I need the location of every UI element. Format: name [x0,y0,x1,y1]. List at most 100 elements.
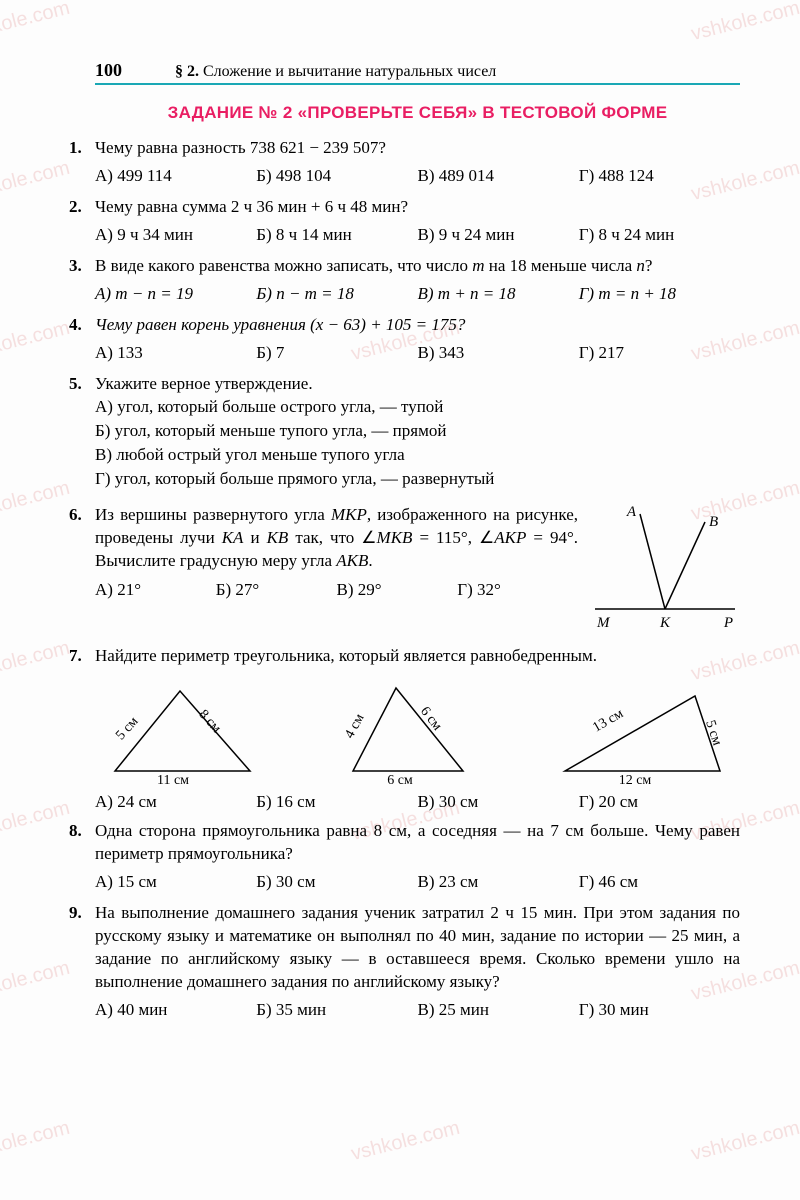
q6-text: Из вершины развернутого угла MKP, изобра… [95,504,578,573]
svg-text:12 см: 12 см [619,773,652,786]
question-8: 8. Одна сторона прямоугольника равна 8 с… [95,820,740,866]
q4-options: А) 133 Б) 7 В) 343 Г) 217 [95,343,740,363]
triangle-1: 5 см 8 см 11 см [95,676,265,786]
q4-opt-b: Б) 7 [256,343,417,363]
triangle-3: 13 см 5 см 12 см [550,676,740,786]
q4-num: 4. [69,314,82,337]
q2-text: Чему равна сумма 2 ч 36 мин + 6 ч 48 мин… [95,196,740,219]
question-7: 7. Найдите периметр треугольника, которы… [95,645,740,668]
q8-options: А) 15 см Б) 30 см В) 23 см Г) 46 см [95,872,740,892]
q3-m: m [472,256,484,275]
svg-text:5 см: 5 см [113,714,141,743]
q7-opt-c: В) 30 см [418,792,579,812]
q3-text: В виде какого равенства можно записать, … [95,255,740,278]
svg-text:5 см: 5 см [702,719,724,748]
question-6: 6. Из вершины развернутого угла MKP, изо… [95,504,740,639]
q1-opt-a: А) 499 114 [95,166,256,186]
q2-num: 2. [69,196,82,219]
q3-part-a: В виде какого равенства можно записать, … [95,256,472,275]
q9-text: На выполнение домашнего задания ученик з… [95,902,740,994]
q8-opt-d: Г) 46 см [579,872,740,892]
q3-options: А) m − n = 19 Б) n − m = 18 В) m + n = 1… [95,284,740,304]
page: 100 § 2. Сложение и вычитание натуральны… [0,0,800,1070]
q9-opt-b: Б) 35 мин [256,1000,417,1020]
q5-b: Б) угол, который меньше тупого угла, — п… [95,420,740,443]
q7-opt-b: Б) 16 см [256,792,417,812]
q5-a: А) угол, который больше острого угла, — … [95,396,740,419]
triangle-2: 4 см6 см6 см [328,676,488,786]
q9-opt-d: Г) 30 мин [579,1000,740,1020]
q3-n: n [636,256,645,275]
section-symbol: § 2. [175,63,199,80]
question-2: 2. Чему равна сумма 2 ч 36 мин + 6 ч 48 … [95,196,740,219]
question-9: 9. На выполнение домашнего задания учени… [95,902,740,994]
q4-text: Чему равен корень уравнения (x − 63) + 1… [95,314,740,337]
q5-text: Укажите верное утверждение. [95,373,740,396]
q5-d: Г) угол, который больше прямого угла, — … [95,468,740,491]
q8-text: Одна сторона прямоугольника равна 8 см, … [95,820,740,866]
q3-opt-a: А) m − n = 19 [95,284,256,304]
question-3: 3. В виде какого равенства можно записат… [95,255,740,278]
q6-opt-d: Г) 32° [457,579,578,602]
q5-num: 5. [69,373,82,396]
q8-num: 8. [69,820,82,843]
q3-qmark: ? [645,256,653,275]
q3-opt-c: В) m + n = 18 [418,284,579,304]
q3-opt-d: Г) m = n + 18 [579,284,740,304]
svg-text:M: M [596,615,611,631]
q7-opt-d: Г) 20 см [579,792,740,812]
q5-statements: А) угол, который больше острого угла, — … [95,396,740,491]
q2-opt-c: В) 9 ч 24 мин [418,225,579,245]
watermark: vshkole.com [349,1117,462,1166]
q8-opt-b: Б) 30 см [256,872,417,892]
q1-opt-d: Г) 488 124 [579,166,740,186]
q8-opt-a: А) 15 см [95,872,256,892]
q2-opt-d: Г) 8 ч 24 мин [579,225,740,245]
q9-num: 9. [69,902,82,925]
question-4: 4. Чему равен корень уравнения (x − 63) … [95,314,740,337]
question-5: 5. Укажите верное утверждение. А) угол, … [95,373,740,491]
q6-num: 6. [69,504,82,527]
q2-opt-b: Б) 8 ч 14 мин [256,225,417,245]
q4-opt-a: А) 133 [95,343,256,363]
q1-options: А) 499 114 Б) 498 104 В) 489 014 Г) 488 … [95,166,740,186]
q1-opt-c: В) 489 014 [418,166,579,186]
q1-text: Чему равна разность 738 621 − 239 507? [95,137,740,160]
watermark: vshkole.com [0,1117,72,1166]
q6-opt-a: А) 21° [95,579,216,602]
q2-opt-a: А) 9 ч 34 мин [95,225,256,245]
q7-options: А) 24 см Б) 16 см В) 30 см Г) 20 см [95,792,740,812]
q9-options: А) 40 мин Б) 35 мин В) 25 мин Г) 30 мин [95,1000,740,1020]
svg-text:B: B [709,514,718,530]
q9-opt-a: А) 40 мин [95,1000,256,1020]
svg-text:13 см: 13 см [590,707,626,736]
svg-text:P: P [723,615,733,631]
page-header: 100 § 2. Сложение и вычитание натуральны… [95,60,740,85]
q7-triangles: 5 см 8 см 11 см 4 см6 см6 см 13 см 5 см 12 см [95,676,740,786]
q2-options: А) 9 ч 34 мин Б) 8 ч 14 мин В) 9 ч 24 ми… [95,225,740,245]
page-number: 100 [95,60,175,81]
q3-part-b: на 18 меньше числа [485,256,637,275]
q8-opt-c: В) 23 см [418,872,579,892]
question-1: 1. Чему равна разность 738 621 − 239 507… [95,137,740,160]
watermark: vshkole.com [689,1117,800,1166]
section-title: Сложение и вычитание натуральных чисел [203,63,496,80]
q7-num: 7. [69,645,82,668]
q5-c: В) любой острый угол меньше тупого угла [95,444,740,467]
q7-text: Найдите периметр треугольника, который я… [95,645,740,668]
svg-text:A: A [626,504,637,520]
q7-opt-a: А) 24 см [95,792,256,812]
task-title: ЗАДАНИЕ № 2 «ПРОВЕРЬТЕ СЕБЯ» В ТЕСТОВОЙ … [95,103,740,123]
q3-opt-b: Б) n − m = 18 [256,284,417,304]
q1-num: 1. [69,137,82,160]
svg-text:8 см: 8 см [195,708,223,737]
q3-num: 3. [69,255,82,278]
svg-text:11 см: 11 см [157,773,189,786]
q6-options: А) 21° Б) 27° В) 29° Г) 32° [95,579,578,602]
q4-opt-c: В) 343 [418,343,579,363]
svg-text:K: K [659,615,671,631]
section-label: § 2. Сложение и вычитание натуральных чи… [175,63,496,81]
q1-opt-b: Б) 498 104 [256,166,417,186]
q6-opt-b: Б) 27° [216,579,337,602]
svg-text:4 см: 4 см [342,712,367,742]
